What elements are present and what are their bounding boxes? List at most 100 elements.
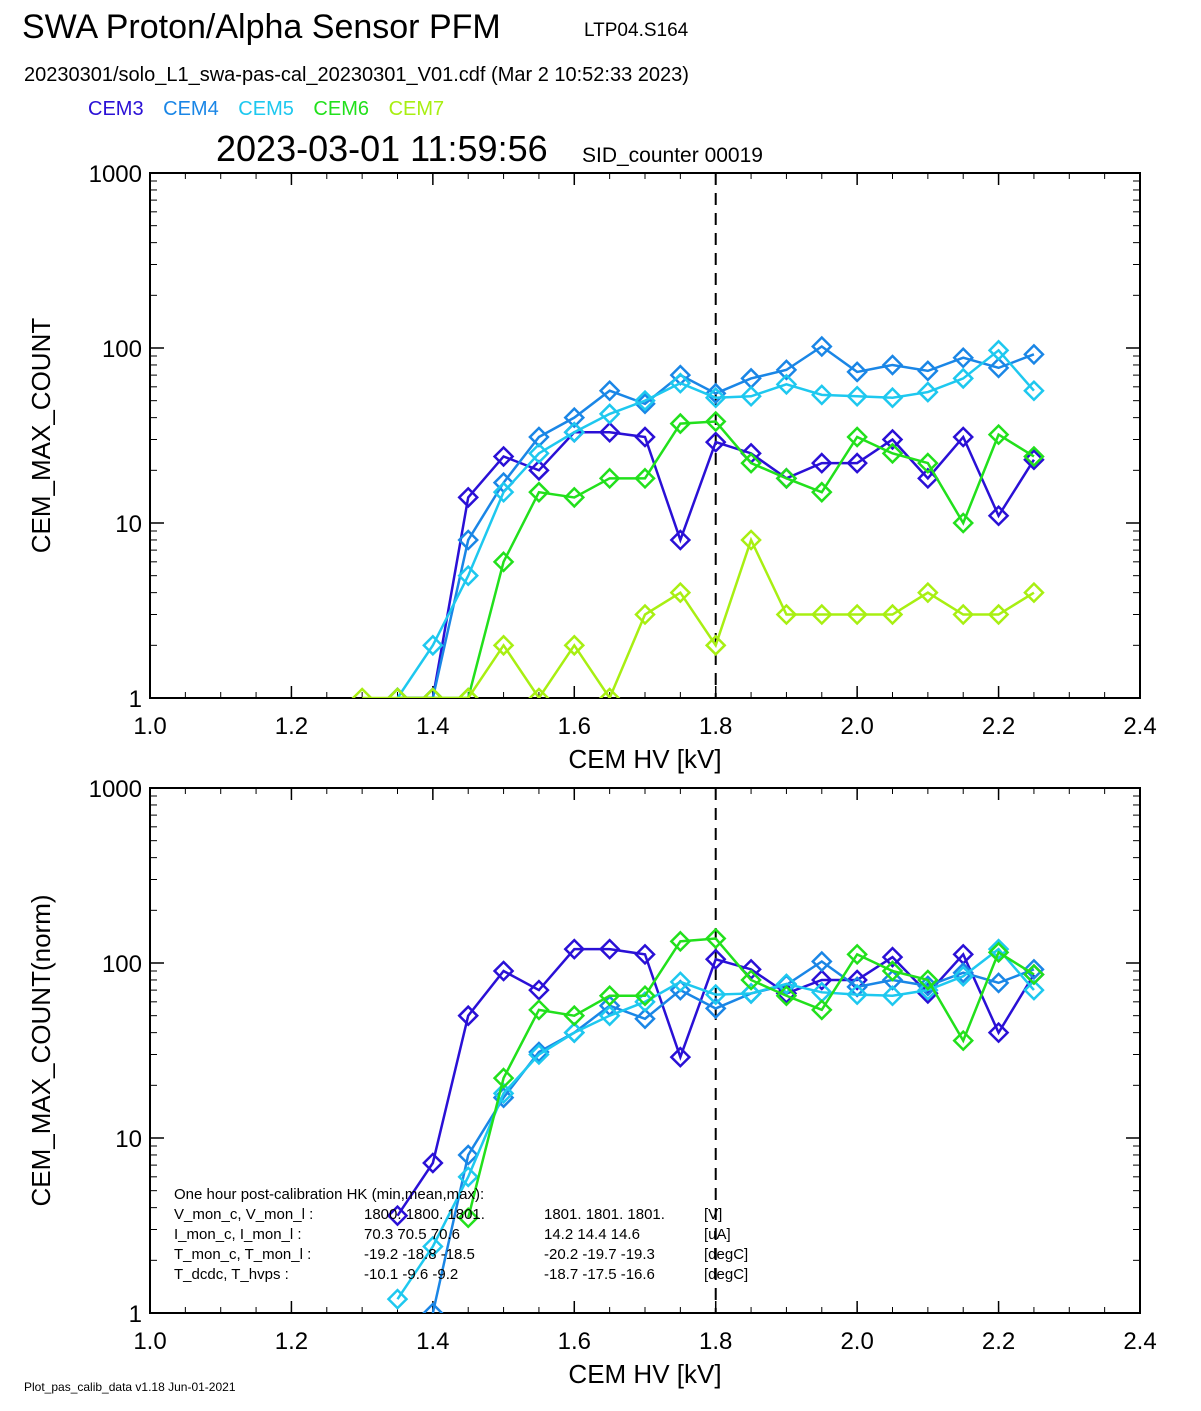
x-tick-label: 2.2: [982, 1328, 1015, 1355]
x-tick-label: 2.2: [982, 713, 1015, 740]
legend-item-cem4: CEM4: [163, 98, 219, 120]
data-point-cem4: [846, 361, 868, 383]
y-tick-label: 1: [129, 1301, 142, 1328]
data-point-cem5: [846, 385, 868, 408]
footer-version: Plot_pas_calib_data v1.18 Jun-01-2021: [24, 1380, 236, 1394]
data-point-cem4: [952, 346, 974, 369]
y-tick-label: 100: [102, 951, 142, 978]
data-point-cem6: [704, 410, 727, 433]
data-point-cem7: [669, 581, 692, 604]
data-point-cem4: [917, 360, 939, 382]
y-axis-title: CEM_MAX_COUNT: [26, 318, 56, 554]
data-point-cem7: [917, 581, 939, 604]
x-tick-label: 2.0: [840, 1328, 873, 1355]
hk-row-l-values: 14.2 14.4 14.6: [544, 1226, 640, 1243]
data-point-cem7: [952, 603, 974, 626]
data-point-cem7: [704, 634, 727, 657]
x-tick-label: 2.4: [1123, 1328, 1156, 1355]
x-tick-label: 1.6: [558, 1328, 591, 1355]
data-point-cem4: [811, 950, 833, 973]
y-tick-label: 100: [102, 336, 142, 363]
hk-row-label: V_mon_c, V_mon_l :: [174, 1206, 313, 1223]
data-point-cem4: [1023, 343, 1045, 366]
chart-1: 1.0 1.2 1.4 1.6 1.8 2.0 2.2 2.4 1 10 100 1000 CEM HV…: [26, 161, 1157, 774]
hk-row-unit: [degC]: [704, 1246, 748, 1263]
data-point-cem6: [598, 467, 621, 490]
x-tick-label: 1.8: [699, 1328, 732, 1355]
chart-2: 1.0 1.2 1.4 1.6 1.8 2.0 2.2 2.4 1 10 100 1000 CEM HV…: [26, 776, 1157, 1389]
data-point-cem6: [881, 442, 904, 465]
x-axis-title: CEM HV [kV]: [568, 1359, 721, 1389]
x-tick-label: 1.2: [275, 713, 308, 740]
data-point-cem7: [422, 687, 444, 698]
data-point-cem4: [987, 972, 1010, 994]
data-point-cem3: [386, 1204, 409, 1227]
data-point-cem3: [634, 426, 656, 448]
data-point-cem6: [917, 452, 939, 474]
data-point-cem5: [987, 938, 1010, 960]
data-point-cem5: [457, 1166, 479, 1188]
data-point-cem6: [811, 999, 833, 1021]
hk-row-unit: [V]: [704, 1206, 722, 1223]
data-point-cem7: [740, 529, 762, 551]
data-point-cem3: [669, 529, 692, 551]
data-point-cem3: [811, 452, 833, 474]
hk-row-c-values: -19.2 -18.8 -18.5: [364, 1246, 475, 1263]
data-point-cem6: [775, 467, 798, 490]
y-axis-title: CEM_MAX_COUNT(norm): [26, 894, 56, 1206]
data-point-cem6: [1023, 963, 1045, 986]
data-point-cem5: [704, 386, 727, 409]
data-point-cem3: [846, 452, 868, 474]
y-tick-label: 1000: [89, 161, 142, 188]
data-point-cem5: [740, 982, 762, 1005]
data-point-cem5: [386, 1288, 409, 1310]
data-point-cem4: [952, 961, 974, 984]
data-point-cem5: [492, 481, 515, 503]
data-point-cem6: [881, 960, 904, 982]
x-tick-label: 1.0: [133, 713, 166, 740]
data-point-cem3: [987, 504, 1010, 527]
x-tick-label: 1.4: [416, 1328, 449, 1355]
x-tick-label: 1.4: [416, 713, 449, 740]
data-point-cem3: [775, 982, 798, 1005]
data-point-cem3: [704, 948, 727, 971]
data-point-cem5: [598, 403, 621, 425]
data-point-cem5: [669, 971, 692, 993]
data-point-cem3: [457, 486, 479, 509]
data-point-cem4: [457, 529, 479, 551]
data-point-cem5: [811, 384, 833, 406]
hk-row-l-values: -18.7 -17.5 -16.6: [544, 1266, 655, 1283]
data-point-cem3: [492, 445, 515, 468]
data-point-cem5: [1023, 979, 1045, 1001]
data-point-cem3: [598, 421, 621, 444]
hk-row-l-values: 1801. 1801. 1801.: [544, 1206, 665, 1223]
data-point-cem5: [881, 984, 904, 1007]
y-tick-label: 1: [129, 686, 142, 713]
data-point-cem5: [528, 1043, 550, 1066]
data-point-cem7: [492, 634, 515, 657]
y-tick-label: 10: [115, 1126, 142, 1153]
data-point-cem7: [846, 603, 868, 626]
data-point-cem6: [492, 1067, 515, 1089]
data-point-cem6: [634, 984, 656, 1007]
data-point-cem7: [386, 687, 409, 698]
data-point-cem3: [563, 938, 586, 960]
data-point-cem5: [846, 983, 868, 1006]
data-point-cem3: [1023, 448, 1045, 471]
hk-row-label: I_mon_c, I_mon_l :: [174, 1226, 302, 1243]
data-point-cem7: [457, 687, 479, 698]
data-point-cem3: [846, 969, 868, 991]
data-point-cem5: [775, 373, 798, 396]
data-point-cem4: [811, 335, 833, 358]
data-point-cem3: [704, 431, 727, 453]
data-point-cem3: [881, 428, 904, 451]
x-tick-label: 1.8: [699, 713, 732, 740]
data-point-cem6: [775, 984, 798, 1007]
data-point-cem7: [881, 603, 904, 626]
data-point-cem6: [987, 941, 1010, 964]
hk-row-unit: [uA]: [704, 1226, 731, 1243]
data-point-cem5: [952, 965, 974, 988]
x-axis-title: CEM HV [kV]: [568, 744, 721, 774]
legend: CEM3 CEM4 CEM5 CEM6 CEM7: [88, 98, 458, 121]
